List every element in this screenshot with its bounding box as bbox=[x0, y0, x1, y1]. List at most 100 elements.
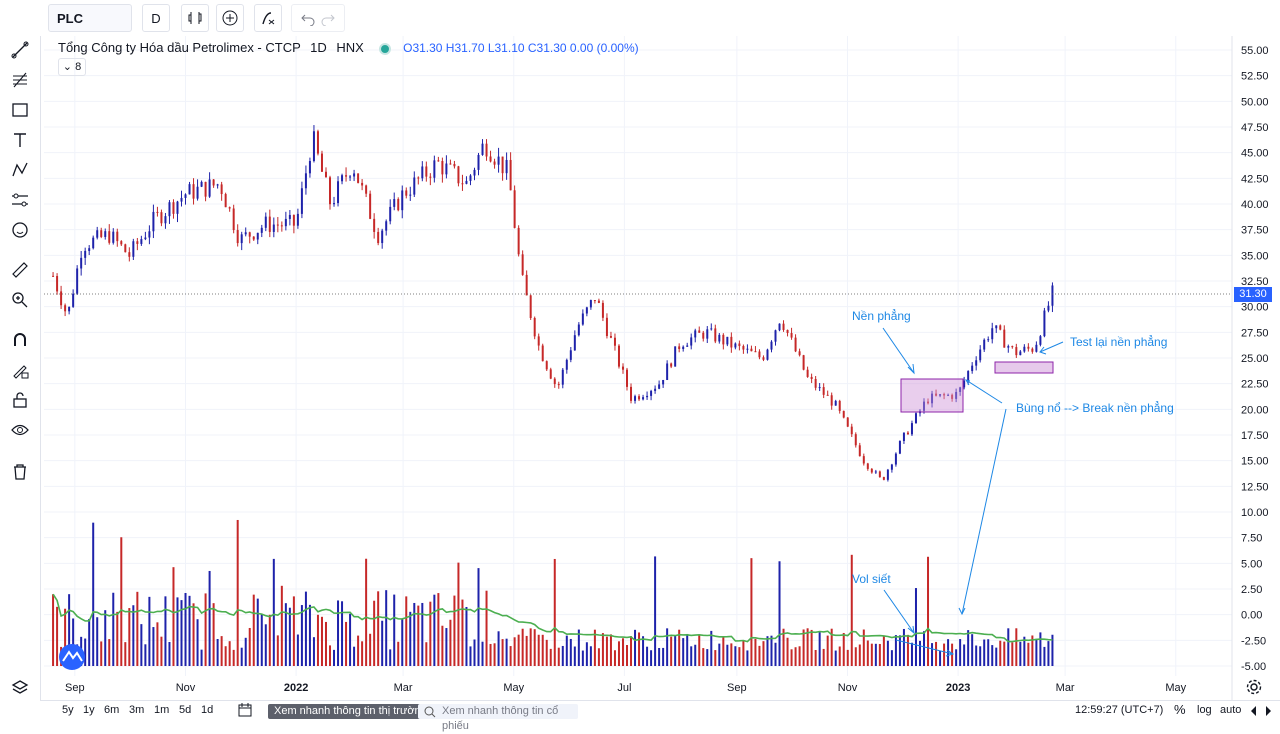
goto-date-icon[interactable] bbox=[236, 702, 254, 721]
volume-bar bbox=[244, 637, 247, 666]
percent-toggle[interactable]: % bbox=[1174, 702, 1186, 717]
volume-bar bbox=[914, 588, 917, 666]
scroll-arrows-icon[interactable] bbox=[1250, 705, 1272, 720]
range-3m[interactable]: 3m bbox=[129, 704, 145, 716]
candle-body bbox=[1031, 348, 1034, 352]
trend-line-icon[interactable] bbox=[8, 38, 32, 62]
volume-bar bbox=[200, 649, 203, 666]
pattern-tool-icon[interactable] bbox=[8, 158, 32, 182]
clock: 12:59:27 (UTC+7) bbox=[1075, 704, 1164, 716]
volume-bar bbox=[437, 593, 440, 666]
volume-bar bbox=[553, 558, 556, 666]
fib-tool-icon[interactable] bbox=[8, 68, 32, 92]
candle-body bbox=[854, 434, 857, 446]
volume-bar bbox=[393, 594, 396, 666]
candle-body bbox=[702, 332, 705, 339]
volume-bar bbox=[581, 650, 584, 666]
volume-bar bbox=[377, 591, 380, 666]
auto-toggle[interactable]: auto bbox=[1220, 704, 1242, 716]
candle-body bbox=[943, 394, 946, 396]
candle-body bbox=[465, 180, 468, 184]
range-5y[interactable]: 5y bbox=[62, 704, 74, 716]
volume-bar bbox=[421, 602, 424, 666]
magnet-icon[interactable] bbox=[8, 328, 32, 352]
volume-bar bbox=[734, 646, 737, 666]
candle-body bbox=[308, 161, 311, 174]
settings-icon[interactable] bbox=[1245, 678, 1263, 701]
eye-icon[interactable] bbox=[8, 418, 32, 442]
range-1m[interactable]: 1m bbox=[154, 704, 170, 716]
indicator-template-icon[interactable] bbox=[254, 4, 282, 32]
volume-bar bbox=[931, 643, 934, 666]
chart-type-icon[interactable] bbox=[181, 4, 209, 32]
lock-drawing-icon[interactable] bbox=[8, 358, 32, 382]
volume-bar bbox=[818, 632, 821, 666]
price-tick: 55.00 bbox=[1241, 45, 1269, 57]
candle-body bbox=[477, 154, 480, 170]
volume-bar bbox=[357, 635, 360, 666]
volume-bar bbox=[132, 605, 135, 666]
candle-body bbox=[698, 330, 701, 333]
volume-bar bbox=[260, 614, 263, 666]
search-icon bbox=[424, 706, 436, 718]
candles bbox=[52, 125, 1054, 482]
candle-body bbox=[549, 369, 552, 379]
volume-bar bbox=[513, 637, 516, 666]
candle-body bbox=[232, 208, 235, 231]
volume-bar bbox=[224, 646, 227, 666]
text-tool-icon[interactable] bbox=[8, 128, 32, 152]
candle-body bbox=[1039, 336, 1042, 345]
rectangle-tool-icon[interactable] bbox=[8, 98, 32, 122]
prediction-tool-icon[interactable] bbox=[8, 188, 32, 212]
volume-bar bbox=[617, 641, 620, 666]
candle-body bbox=[726, 336, 729, 345]
lock-icon[interactable] bbox=[8, 388, 32, 412]
stock-search-input[interactable]: Xem nhanh thông tin cổ phiếu bbox=[418, 704, 578, 732]
range-1d[interactable]: 1d bbox=[201, 704, 214, 716]
candle-body bbox=[874, 471, 877, 473]
candle-body bbox=[814, 378, 817, 388]
candle-body bbox=[541, 345, 544, 362]
zoom-in-icon[interactable] bbox=[8, 288, 32, 312]
market-overview-button[interactable]: Xem nhanh thông tin thị trường bbox=[268, 704, 433, 719]
ruler-icon[interactable] bbox=[8, 258, 32, 282]
volume-bar bbox=[369, 633, 372, 666]
volume-bar bbox=[798, 646, 801, 666]
candle-body bbox=[654, 388, 657, 391]
range-6m[interactable]: 6m bbox=[104, 704, 120, 716]
candle-body bbox=[361, 182, 364, 186]
volume-bar bbox=[268, 614, 271, 666]
candle-body bbox=[120, 241, 123, 245]
volume-bar bbox=[670, 636, 673, 666]
volume-bar bbox=[983, 639, 986, 666]
volume-bar bbox=[573, 646, 576, 666]
time-tick: Jul bbox=[617, 682, 631, 694]
candle-body bbox=[421, 166, 424, 179]
volume-bar bbox=[212, 603, 215, 666]
volume-bar bbox=[714, 650, 717, 666]
range-5d[interactable]: 5d bbox=[179, 704, 192, 716]
interval-button[interactable]: D bbox=[142, 4, 170, 32]
range-1y[interactable]: 1y bbox=[83, 704, 95, 716]
candle-body bbox=[565, 359, 568, 370]
volume-bar bbox=[304, 591, 307, 666]
symbol-search[interactable]: PLC bbox=[48, 4, 132, 32]
candle-body bbox=[670, 363, 673, 367]
volume-bar bbox=[64, 608, 67, 666]
trash-icon[interactable] bbox=[8, 460, 32, 484]
indicators-collapse-button[interactable]: ⌄ 8 bbox=[58, 58, 86, 76]
volume-bar bbox=[264, 624, 267, 666]
candle-body bbox=[92, 237, 95, 249]
volume-bar bbox=[168, 641, 171, 666]
add-indicator-icon[interactable] bbox=[216, 4, 244, 32]
log-toggle[interactable]: log bbox=[1197, 704, 1212, 716]
volume-bar bbox=[152, 627, 155, 666]
emoji-icon[interactable] bbox=[8, 218, 32, 242]
candle-body bbox=[320, 153, 323, 172]
layers-icon[interactable] bbox=[8, 676, 32, 700]
price-tick: -2.50 bbox=[1241, 635, 1266, 647]
candle-body bbox=[124, 244, 127, 253]
candle-body bbox=[397, 199, 400, 211]
volume-bar bbox=[710, 630, 713, 666]
